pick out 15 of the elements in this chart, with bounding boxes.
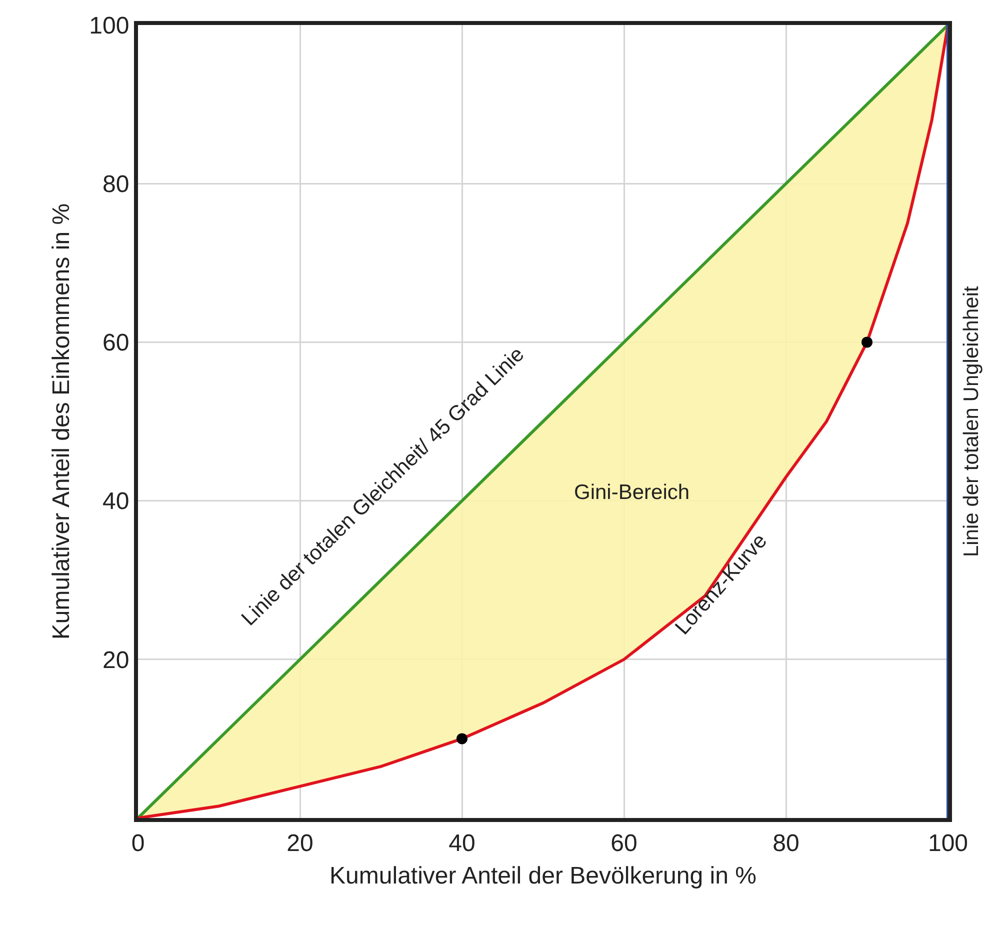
y-tick-label: 80	[102, 171, 130, 198]
ref-line-label: Linie der totalen Ungleichheit	[960, 286, 983, 557]
x-tick-label: 0	[131, 830, 145, 857]
x-tick-label: 20	[286, 830, 314, 857]
annotation: Gini-Bereich	[574, 481, 690, 504]
x-tick-label: 100	[928, 830, 968, 857]
x-axis-title: Kumulativer Anteil der Bevölkerung in %	[330, 862, 756, 890]
y-tick-label: 100	[89, 12, 130, 40]
x-tick-label: 60	[610, 830, 638, 857]
x-tick-label: 80	[772, 830, 800, 857]
x-tick-label: 40	[448, 830, 476, 857]
y-tick-label: 40	[102, 488, 130, 516]
y-axis-title: Kumulativer Anteil des Einkommens in %	[48, 203, 75, 640]
y-tick-label: 60	[102, 330, 130, 357]
y-tick-label: 20	[102, 646, 130, 674]
